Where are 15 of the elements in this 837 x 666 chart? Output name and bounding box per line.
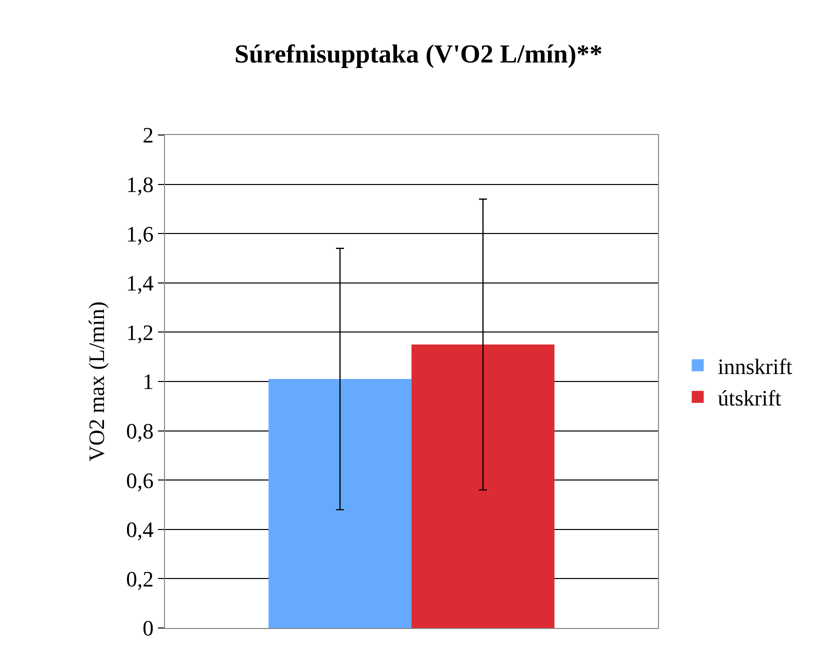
chart-title: Súrefnisupptaka (V'O2 L/mín)** (234, 39, 602, 68)
y-tick-label: 1,4 (126, 270, 154, 296)
y-tick-label: 1,8 (126, 172, 154, 197)
y-tick-label: 2 (142, 122, 154, 148)
y-tick-label: 0,6 (126, 468, 154, 493)
y-tick-label: 1,2 (126, 320, 154, 345)
y-tick-label: 1 (142, 369, 154, 394)
y-tick-label: 0,2 (126, 566, 154, 592)
y-tick-label: 1,6 (126, 221, 154, 246)
y-tick-label: 0,4 (126, 517, 154, 542)
y-tick-label: 0 (142, 616, 154, 641)
y-tick-label: 0,8 (126, 418, 154, 444)
legend-label: innskrift (718, 354, 792, 379)
y-axis-title: VO2 max (L/mín) (84, 301, 109, 462)
legend-label: útskrift (718, 385, 782, 410)
